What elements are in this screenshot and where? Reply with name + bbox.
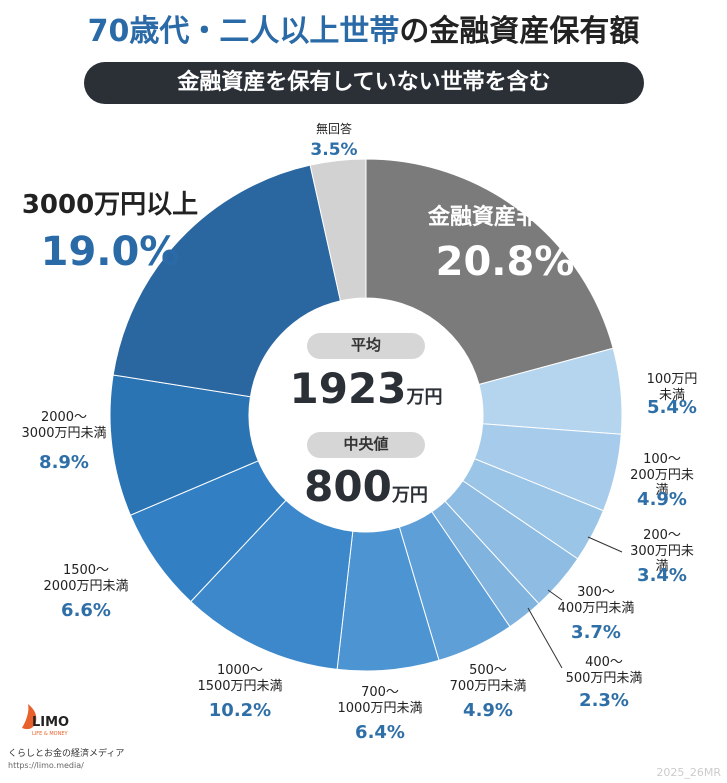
donut-segment <box>309 158 367 302</box>
category-label: 金融資産非保有 <box>427 205 583 230</box>
category-label: 100万円未満 <box>646 372 698 403</box>
category-label: 400～ 500万円未満 <box>565 655 643 686</box>
donut-segment <box>112 164 342 398</box>
mean-label: 平均 <box>350 336 382 354</box>
unit: 万円 <box>391 485 428 506</box>
category-label: 300～ 400万円未満 <box>557 585 635 616</box>
category-label: 1500～ 2000万円未満 <box>43 563 129 594</box>
category-label: 700～ 1000万円未満 <box>337 685 423 716</box>
watermark: 2025_26MR <box>656 766 721 779</box>
category-label: 1000～ 1500万円未満 <box>197 663 283 694</box>
logo-icon <box>22 704 37 730</box>
median-value: 800万円 <box>304 462 428 512</box>
value-label: 3.5% <box>310 140 358 160</box>
leader-lines <box>527 536 623 669</box>
value-label: 2.3% <box>579 690 629 711</box>
median-number: 800 <box>304 462 392 511</box>
title: 70歳代・二人以上世帯の金融資産保有額 <box>0 6 727 50</box>
mean-number: 1923 <box>289 364 407 413</box>
category-label: 2000～ 3000万円未満 <box>21 410 107 441</box>
value-label: 6.4% <box>355 722 405 743</box>
value-label: 6.6% <box>61 600 111 621</box>
value-label: 20.8% <box>435 239 575 285</box>
url: https://limo.media/ <box>8 761 84 770</box>
value-label: 3.7% <box>571 622 621 643</box>
logo: LIMO <box>32 715 70 730</box>
logo-sub: LIFE & MONEY <box>32 731 68 737</box>
value-label: 10.2% <box>208 700 272 721</box>
median-label: 中央値 <box>343 435 389 453</box>
donut-segment <box>365 158 614 386</box>
category-label: 3000万円以上 <box>21 190 199 220</box>
value-label: 3.4% <box>637 565 687 586</box>
value-label: 5.4% <box>647 397 697 418</box>
title-part: の金融資産保有額 <box>399 14 640 49</box>
value-label: 19.0% <box>40 229 180 275</box>
value-label: 4.9% <box>637 489 687 510</box>
category-label: 200～ 300万円未満 <box>630 528 694 575</box>
category-label: 500～ 700万円未満 <box>449 663 527 694</box>
mean-value: 1923万円 <box>290 364 443 414</box>
value-label: 4.9% <box>463 700 513 721</box>
mean-pill <box>307 333 425 359</box>
median-pill <box>307 432 425 458</box>
value-label: 8.9% <box>39 452 89 473</box>
title-part: 70歳代・二人以上世帯 <box>87 14 400 49</box>
category-label: 100～ 200万円未満 <box>630 452 694 499</box>
subtitle: 金融資産を保有していない世帯を含む <box>84 62 644 104</box>
tagline: くらしとお金の経済メディア <box>8 749 125 759</box>
unit: 万円 <box>406 387 443 408</box>
category-label: 無回答 <box>315 122 353 136</box>
